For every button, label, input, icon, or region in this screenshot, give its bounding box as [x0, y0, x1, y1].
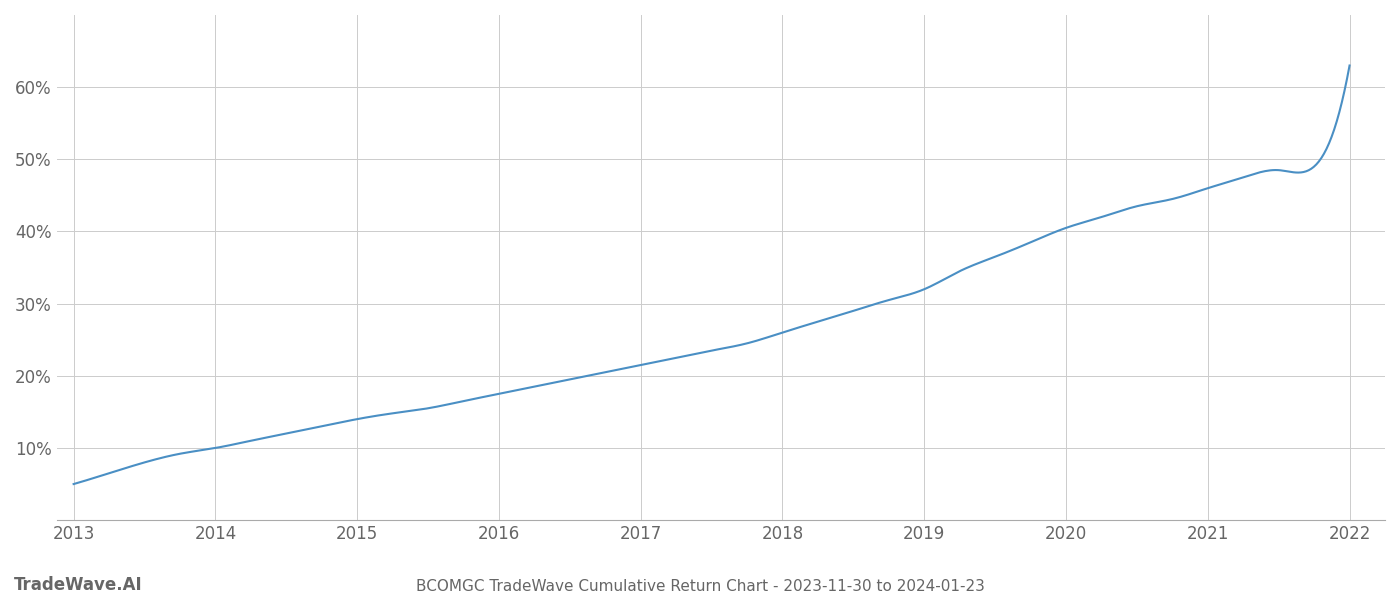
Text: BCOMGC TradeWave Cumulative Return Chart - 2023-11-30 to 2024-01-23: BCOMGC TradeWave Cumulative Return Chart… — [416, 579, 984, 594]
Text: TradeWave.AI: TradeWave.AI — [14, 576, 143, 594]
